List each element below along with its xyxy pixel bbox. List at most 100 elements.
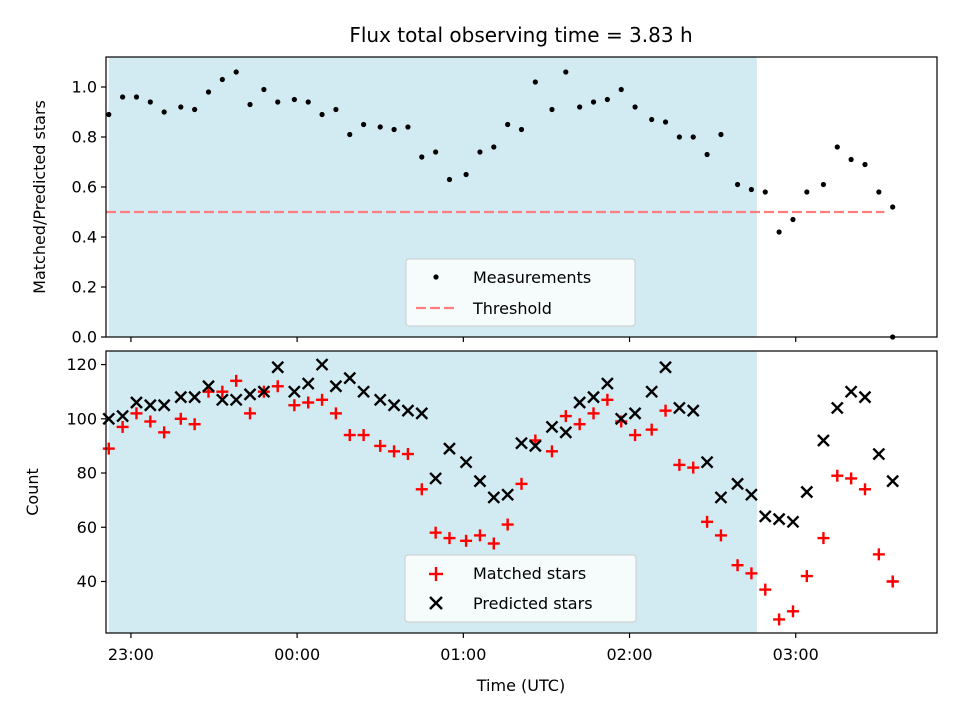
measurement-point (590, 99, 597, 105)
measurement-point (133, 94, 140, 100)
predicted-star-point (714, 491, 728, 504)
predicted-star-point (271, 360, 285, 374)
predicted-star-point (487, 491, 501, 504)
measurement-point (446, 176, 453, 183)
measurement-point (419, 154, 425, 160)
matched-star-point (501, 518, 514, 531)
y-tick-label: 0.4 (72, 228, 97, 247)
matched-star-point (288, 399, 301, 412)
predicted-star-point (515, 436, 528, 450)
predicted-star-point (601, 377, 614, 390)
bottom-plot-frame (105, 350, 938, 634)
measurement-point (178, 104, 184, 110)
matched-star-point (343, 429, 356, 442)
measurement-point (161, 109, 167, 115)
measurement-point (718, 131, 724, 138)
matched-star-point (872, 548, 885, 561)
matched-star-point (473, 529, 486, 542)
bottom-x-ticks: 23:00 00:00 01:00 02:00 03:00 (108, 633, 819, 664)
matched-star-point (659, 404, 672, 417)
predicted-star-point (130, 396, 143, 409)
predicted-star-point (315, 358, 329, 371)
measurement-point (219, 76, 225, 83)
predicted-star-point (415, 407, 429, 420)
bottom-legend-box (404, 554, 637, 623)
x-tick-label: 01:00 (440, 645, 486, 664)
bottom-y-axis-label: Count (23, 468, 42, 516)
predicted-star-point (357, 385, 370, 399)
y-tick-label: 80 (77, 464, 97, 483)
matched-star-point (673, 458, 686, 471)
top-x-ticks (130, 337, 797, 342)
matched-star-point (817, 532, 830, 545)
measurement-point (205, 89, 212, 95)
y-tick-label: 1.0 (72, 78, 97, 97)
predicted-star-point (373, 393, 387, 407)
measurement-point (704, 151, 710, 158)
x-axis-label: Time (UTC) (476, 676, 565, 695)
measurement-point (604, 96, 610, 103)
predicted-star-point (301, 377, 315, 390)
measurement-point (477, 149, 483, 155)
predicted-star-point (116, 409, 129, 423)
matched-star-point (786, 605, 799, 618)
predicted-star-point (700, 455, 714, 469)
y-tick-label: 0.6 (72, 178, 97, 197)
matched-star-point (401, 448, 414, 461)
measurement-point (147, 99, 153, 105)
predicted-star-point (772, 512, 786, 526)
matched-star-point (144, 415, 157, 428)
predicted-star-point (443, 442, 456, 455)
matched-star-point (244, 407, 257, 420)
measurement-point (391, 126, 397, 133)
legend-matched-marker (429, 567, 443, 581)
predicted-star-point (830, 401, 844, 415)
matched-star-point (759, 583, 772, 596)
measurement-point (776, 229, 782, 235)
x-tick-label: 23:00 (108, 645, 154, 664)
predicted-star-point (686, 404, 700, 418)
matched-star-point (559, 410, 572, 423)
predicted-star-point (587, 390, 600, 404)
measurement-point (790, 216, 796, 223)
measurement-point (377, 124, 383, 130)
x-tick-label: 03:00 (773, 645, 819, 664)
measurement-point (319, 111, 325, 118)
measurement-point (106, 111, 112, 118)
y-tick-label: 100 (66, 409, 97, 428)
bottom-points (102, 358, 900, 626)
legend-threshold-label: Threshold (472, 299, 552, 318)
bottom-legend: Matched stars Predicted stars (404, 554, 637, 623)
predicted-star-point (614, 412, 628, 426)
matched-star-point (587, 407, 600, 420)
matched-star-point (701, 515, 714, 528)
measurement-point (192, 106, 198, 113)
matched-star-point (886, 575, 899, 588)
measurement-point (876, 189, 882, 195)
matched-star-point (230, 374, 243, 387)
legend-matched-label: Matched stars (473, 564, 586, 583)
matched-star-point (174, 412, 187, 425)
measurement-point (275, 99, 281, 105)
predicted-star-point (573, 396, 587, 409)
matched-star-point (773, 613, 786, 626)
predicted-star-point (429, 472, 442, 485)
predicted-star-point (645, 385, 659, 399)
matched-star-point (545, 445, 558, 458)
predicted-star-point (229, 393, 243, 407)
measurement-point (305, 99, 311, 105)
matched-star-point (357, 429, 370, 442)
top-points (106, 69, 896, 340)
top-y-axis-label: Matched/Predicted stars (30, 100, 49, 294)
measurement-point (662, 119, 669, 125)
measurement-point (433, 149, 439, 155)
predicted-star-point (174, 390, 188, 404)
measurement-point (120, 94, 126, 100)
matched-star-point (130, 407, 143, 420)
predicted-star-point (501, 488, 514, 502)
matched-star-point (800, 570, 813, 583)
top-panel: 0.0 0.2 0.4 0.6 0.8 1.0 Matched/Predicted sta… (30, 56, 938, 347)
measurement-point (532, 79, 538, 85)
matched-star-point (374, 439, 387, 452)
